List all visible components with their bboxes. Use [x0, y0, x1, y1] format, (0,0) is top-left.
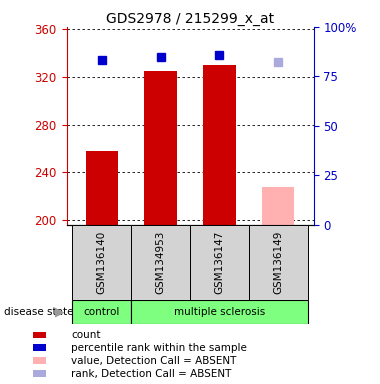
Bar [131, 300, 308, 324]
Text: multiple sclerosis: multiple sclerosis [174, 307, 265, 317]
Text: GSM136149: GSM136149 [273, 230, 283, 294]
Text: count: count [71, 330, 101, 340]
Bar [33, 358, 46, 364]
Bar [190, 225, 249, 300]
Bar [249, 225, 308, 300]
Bar [144, 71, 177, 225]
Text: percentile rank within the sample: percentile rank within the sample [71, 343, 247, 353]
Text: disease state: disease state [4, 307, 73, 317]
Text: ▶: ▶ [55, 306, 65, 318]
Text: GSM134953: GSM134953 [155, 230, 166, 294]
Bar [72, 225, 131, 300]
Bar [33, 331, 46, 338]
Bar [33, 371, 46, 377]
Bar [131, 225, 190, 300]
Text: control: control [84, 307, 120, 317]
Text: GSM136140: GSM136140 [97, 230, 107, 294]
Text: GDS2978 / 215299_x_at: GDS2978 / 215299_x_at [106, 12, 274, 25]
Text: value, Detection Call = ABSENT: value, Detection Call = ABSENT [71, 356, 237, 366]
Bar [262, 187, 294, 225]
Bar [203, 65, 236, 225]
Bar [33, 344, 46, 351]
Text: rank, Detection Call = ABSENT: rank, Detection Call = ABSENT [71, 369, 232, 379]
Bar [72, 300, 131, 324]
Bar [86, 151, 118, 225]
Text: GSM136147: GSM136147 [214, 230, 225, 294]
